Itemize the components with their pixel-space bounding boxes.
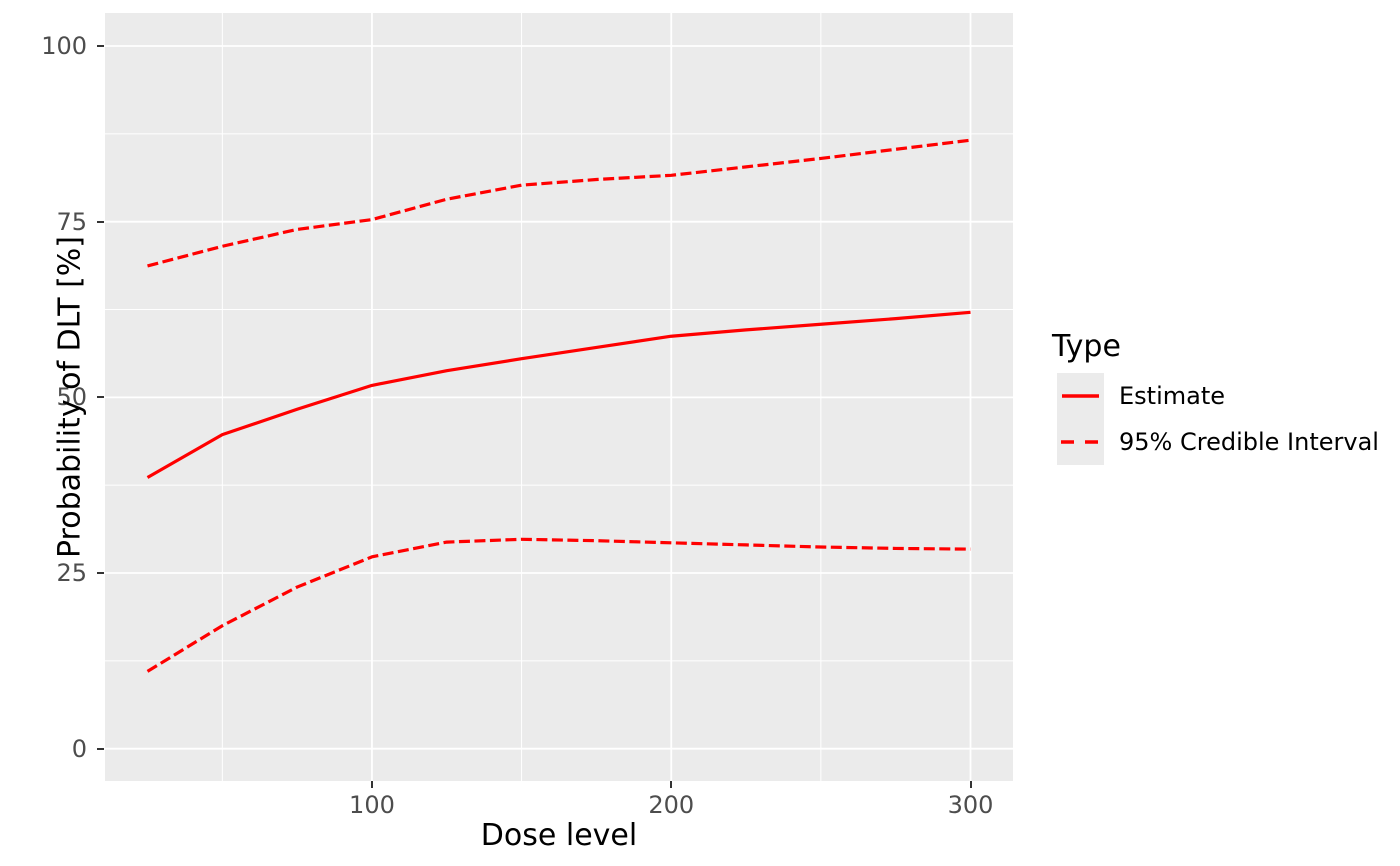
x-tick-label: 200 (648, 791, 695, 819)
legend-title: Type (1052, 329, 1121, 364)
y-tick-label: 100 (41, 32, 87, 61)
ci-lower-line (146, 537, 971, 673)
y-tick-mark (97, 220, 104, 223)
legend-label-credible-interval: 95% Credible Interval (1119, 428, 1379, 456)
x-tick-mark (969, 781, 972, 788)
legend-entry-estimate: Estimate (1057, 373, 1379, 419)
legend: Type Estimate 95% Credible Interval (1052, 329, 1379, 465)
y-tick-mark (97, 747, 104, 750)
x-tick-mark (670, 781, 673, 788)
legend-entry-credible-interval: 95% Credible Interval (1057, 419, 1379, 465)
plot-panel (105, 13, 1013, 781)
y-tick-mark (97, 572, 104, 574)
ci-upper-line (147, 138, 971, 268)
y-axis-title: Probability of DLT [%] (52, 235, 88, 559)
y-tick-mark (97, 45, 104, 48)
legend-key-dashed (1057, 419, 1104, 465)
legend-label-estimate: Estimate (1119, 382, 1226, 410)
x-tick-mark (370, 781, 373, 788)
estimate-line (146, 310, 971, 479)
y-tick-label: 50 (56, 383, 87, 412)
y-tick-label: 25 (56, 559, 87, 587)
x-tick-label: 300 (947, 791, 994, 819)
y-tick-label: 0 (71, 734, 87, 763)
legend-key-solid (1057, 373, 1104, 419)
x-tick-label: 100 (349, 791, 395, 819)
x-axis-title: Dose level (480, 818, 638, 853)
y-tick-label: 75 (56, 207, 87, 236)
y-tick-mark (97, 396, 104, 399)
plot-area-svg (105, 13, 1013, 781)
